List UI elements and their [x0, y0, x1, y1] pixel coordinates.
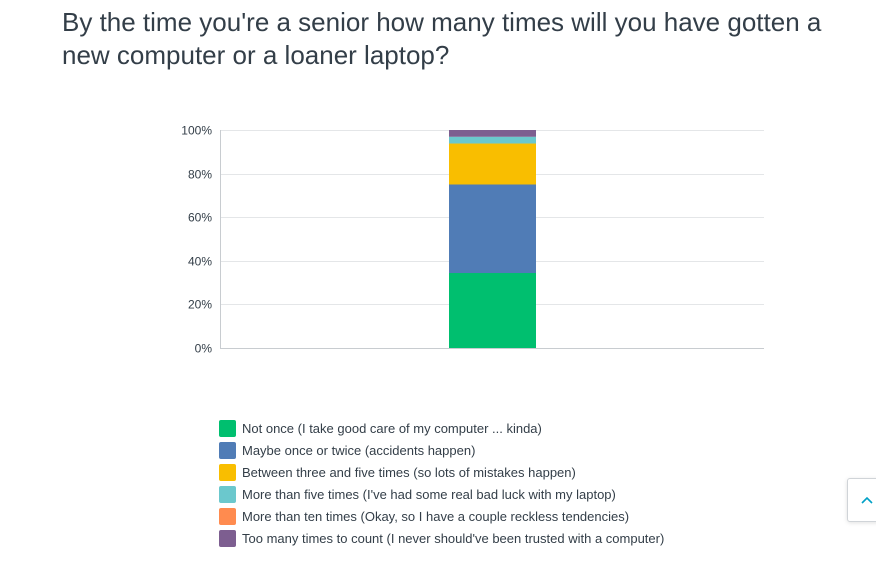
legend-swatch	[219, 441, 236, 459]
y-tick-label: 80%	[188, 168, 212, 182]
legend-item[interactable]: Not once (I take good care of my compute…	[219, 417, 664, 439]
question-title: By the time you're a senior how many tim…	[62, 7, 822, 70]
legend-label: Between three and five times (so lots of…	[242, 464, 576, 480]
bar-segment[interactable]	[449, 130, 536, 137]
legend-label: More than five times (I've had some real…	[242, 486, 616, 502]
legend-item[interactable]: Too many times to count (I never should'…	[219, 527, 664, 549]
legend-swatch	[219, 485, 236, 503]
bar-segment[interactable]	[449, 136, 536, 144]
chart-legend: Not once (I take good care of my compute…	[219, 417, 664, 549]
legend-label: Not once (I take good care of my compute…	[242, 420, 542, 436]
legend-swatch	[219, 529, 236, 547]
legend-label: Maybe once or twice (accidents happen)	[242, 442, 476, 458]
legend-label: Too many times to count (I never should'…	[242, 530, 665, 546]
bar-segment[interactable]	[449, 273, 536, 348]
bar-segment[interactable]	[449, 184, 536, 274]
chevron-up-icon	[861, 496, 873, 504]
legend-item[interactable]: Between three and five times (so lots of…	[219, 461, 664, 483]
y-tick-label: 40%	[188, 255, 212, 269]
legend-swatch	[219, 419, 236, 437]
legend-swatch	[219, 507, 236, 525]
legend-label: More than ten times (Okay, so I have a c…	[242, 508, 630, 524]
legend-item[interactable]: More than ten times (Okay, so I have a c…	[219, 505, 664, 527]
bar-segment[interactable]	[449, 143, 536, 185]
legend-item[interactable]: More than five times (I've had some real…	[219, 483, 664, 505]
y-tick-label: 20%	[188, 298, 212, 312]
legend-item[interactable]: Maybe once or twice (accidents happen)	[219, 439, 664, 461]
scroll-to-top-button[interactable]	[847, 478, 876, 522]
y-tick-label: 60%	[188, 211, 212, 225]
legend-swatch	[219, 463, 236, 481]
y-tick-label: 100%	[181, 124, 212, 138]
y-tick-label: 0%	[195, 342, 213, 356]
stacked-bar-chart: 0% 20% 40% 60% 80% 100%	[181, 124, 764, 356]
